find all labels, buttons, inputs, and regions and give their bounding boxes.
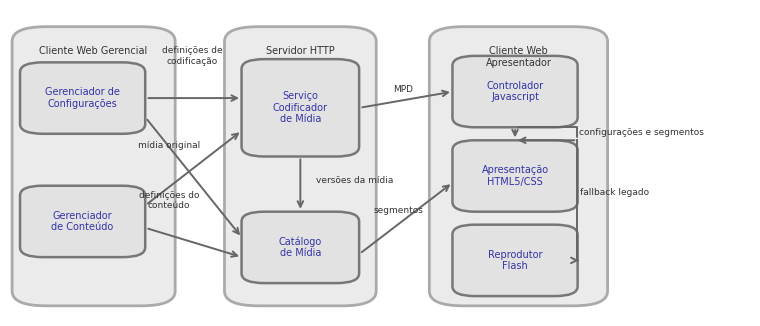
FancyBboxPatch shape [12, 27, 175, 306]
FancyBboxPatch shape [20, 186, 145, 257]
Text: fallback legado: fallback legado [580, 188, 648, 197]
Text: Servidor HTTP: Servidor HTTP [266, 46, 334, 56]
Text: mídia original: mídia original [138, 141, 200, 150]
Text: Catálogo
de Mídia: Catálogo de Mídia [279, 236, 322, 259]
FancyBboxPatch shape [242, 59, 359, 156]
Text: definições do
conteúdo: definições do conteúdo [139, 191, 199, 210]
Text: definições de
codificação: definições de codificação [163, 46, 223, 66]
FancyBboxPatch shape [429, 27, 607, 306]
Text: Gerenciador
de Conteúdo: Gerenciador de Conteúdo [52, 211, 114, 232]
Text: Controlador
Javascript: Controlador Javascript [486, 81, 543, 102]
Text: versões da mídia: versões da mídia [315, 176, 393, 185]
FancyBboxPatch shape [452, 225, 578, 296]
Text: Reprodutor
Flash: Reprodutor Flash [488, 250, 543, 271]
FancyBboxPatch shape [224, 27, 376, 306]
Text: Cliente Web Gerencial: Cliente Web Gerencial [40, 46, 147, 56]
Text: Cliente Web
Apresentador: Cliente Web Apresentador [486, 46, 552, 68]
Text: Gerenciador de
Configurações: Gerenciador de Configurações [45, 87, 120, 109]
Text: Serviço
Codificador
de Mídia: Serviço Codificador de Mídia [273, 91, 328, 125]
FancyBboxPatch shape [20, 62, 145, 134]
Text: Apresentação
HTML5/CSS: Apresentação HTML5/CSS [482, 165, 549, 187]
Text: segmentos: segmentos [373, 206, 423, 215]
Text: configurações e segmentos: configurações e segmentos [579, 128, 704, 137]
FancyBboxPatch shape [452, 56, 578, 127]
FancyBboxPatch shape [452, 140, 578, 212]
Text: MPD: MPD [393, 85, 413, 95]
FancyBboxPatch shape [242, 212, 359, 283]
